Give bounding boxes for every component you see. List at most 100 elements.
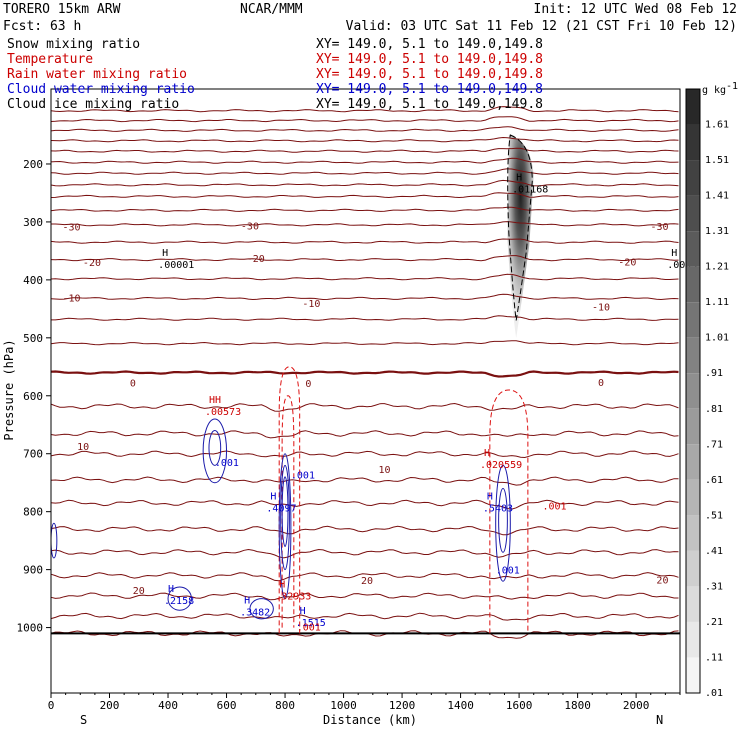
- y-axis-label: Pressure (hPa): [2, 339, 16, 440]
- init-time: Init: 12 UTC Wed 08 Feb 12: [534, 2, 738, 17]
- legend-xy-cloud-water: XY= 149.0, 5.1 to 149.0,149.8: [316, 82, 543, 97]
- temperature-contour-line: [50, 293, 679, 301]
- temperature-label: 10: [378, 465, 390, 476]
- maximum-value: .1515: [296, 618, 326, 629]
- cloud-water-contour: [167, 586, 192, 611]
- y-tick-label: 1000: [17, 622, 44, 635]
- temperature-label: -10: [592, 303, 610, 314]
- colorbar-swatch: [686, 124, 700, 161]
- contour-value-label: .001: [297, 622, 321, 633]
- temperature-contour-line: [50, 192, 679, 199]
- rain-contours: [278, 366, 529, 634]
- temperature-contour-line: [50, 255, 679, 262]
- temperature-label: -20: [618, 257, 636, 268]
- temperature-contour-line: [50, 430, 679, 439]
- colorbar-swatch: [686, 195, 700, 232]
- legend: Snow mixing ratio XY= 149.0, 5.1 to 149.…: [7, 37, 543, 112]
- maximum-mark: H: [279, 580, 285, 591]
- colorbar-label: .81: [705, 404, 723, 415]
- legend-temperature: Temperature: [7, 52, 93, 67]
- colorbar: 1.61 1.51 1.41 1.31 1.21 1.11 1.01 .91 .81 .71 .61…: [685, 81, 738, 699]
- cloud-water-contour: [249, 598, 274, 620]
- forecast-hour: Fcst: 63 h: [3, 19, 81, 34]
- x-tick-label: 1400: [447, 699, 474, 712]
- temperature-contour-line: [50, 572, 679, 582]
- temperature-contour-line: [50, 499, 679, 510]
- maximum-value: .020559: [480, 460, 522, 471]
- maximum-mark: HH: [209, 395, 221, 406]
- maximum-mark: H: [270, 492, 276, 503]
- colorbar-swatch: [686, 515, 700, 551]
- cloud-water-contour: [202, 418, 228, 484]
- temperature-contour-line: [50, 612, 679, 621]
- colorbar-swatch: [686, 373, 700, 409]
- legend-snow: Snow mixing ratio: [7, 37, 140, 52]
- maximum-value: .01168: [512, 184, 548, 195]
- colorbar-swatch: [686, 89, 700, 125]
- x-axis-label: Distance (km): [323, 713, 417, 727]
- temperature-contour-line: [50, 402, 679, 412]
- x-tick-label: 1000: [330, 699, 357, 712]
- cloud-water-contour: [281, 476, 289, 547]
- colorbar-label: .11: [705, 652, 723, 663]
- legend-xy-temperature: XY= 149.0, 5.1 to 149.0,149.8: [316, 52, 543, 67]
- colorbar-label: .31: [705, 581, 723, 592]
- contour-value-label: .001: [291, 471, 315, 482]
- maximum-value: .00001: [158, 260, 194, 271]
- y-tick-label: 400: [23, 274, 43, 287]
- cloud-water-contour: [208, 430, 222, 466]
- temperature-label: 20: [133, 586, 145, 597]
- temperature-contour-line: [50, 476, 679, 486]
- colorbar-swatch: [686, 160, 700, 196]
- cloud-water-contour: [278, 453, 292, 600]
- temperature-contour-line: [50, 238, 679, 244]
- y-tick-label: 800: [23, 506, 43, 519]
- colorbar-label: .71: [705, 439, 723, 450]
- colorbar-swatch: [686, 550, 700, 587]
- maximum-mark: H: [671, 248, 677, 259]
- colorbar-label: .61: [705, 475, 723, 486]
- temperature-label: -20: [247, 254, 265, 265]
- temperature-label: -20: [83, 258, 101, 269]
- x-tick-label: 1600: [506, 699, 533, 712]
- x-tick-label: 1200: [389, 699, 416, 712]
- temperature-contour-line: [50, 370, 679, 378]
- temperature-label: -30: [650, 222, 668, 233]
- maximum-mark: H: [516, 172, 522, 183]
- colorbar-unit-exponent: -1: [726, 81, 738, 92]
- colorbar-label: 1.11: [705, 297, 729, 308]
- y-tick-label: 600: [23, 390, 43, 403]
- colorbar-swatch: [686, 337, 700, 374]
- colorbar-label: 1.31: [705, 226, 729, 237]
- temperature-label: -30: [241, 221, 259, 232]
- temperature-contour-line: [50, 630, 679, 639]
- snow-shading-plume: [507, 135, 534, 338]
- colorbar-swatch: [686, 621, 700, 658]
- temperature-contour-line: [50, 147, 679, 153]
- colorbar-label: .51: [705, 510, 723, 521]
- contour-value-label: .001: [542, 501, 566, 512]
- valid-time: Valid: 03 UTC Sat 11 Feb 12 (21 CST Fri …: [346, 19, 737, 34]
- maximum-value: .2158: [164, 596, 194, 607]
- temperature-label: -10: [62, 293, 80, 304]
- x-tick-label: 600: [217, 699, 237, 712]
- colorbar-swatch: [686, 302, 700, 338]
- rain-contour: [489, 389, 529, 634]
- end-label-south: S: [80, 713, 87, 727]
- temperature-contour-line: [50, 168, 679, 175]
- colorbar-label: .21: [705, 617, 723, 628]
- colorbar-label: .91: [705, 368, 723, 379]
- temperature-contours: [50, 106, 680, 639]
- temperature-contour-line: [50, 179, 679, 187]
- x-tick-label: 2000: [623, 699, 650, 712]
- legend-rain: Rain water mixing ratio: [7, 67, 187, 82]
- y-tick-label: 900: [23, 564, 43, 577]
- contour-value-label: .001: [496, 566, 520, 577]
- maximum-value: .3482: [240, 607, 270, 618]
- maximum-mark: H: [484, 448, 490, 459]
- colorbar-swatch: [686, 586, 700, 622]
- temperature-contour-line: [50, 116, 679, 123]
- temperature-label: 0: [130, 378, 136, 389]
- temperature-contour-line: [50, 273, 679, 281]
- model-title: TORERO 15km ARW: [3, 2, 121, 17]
